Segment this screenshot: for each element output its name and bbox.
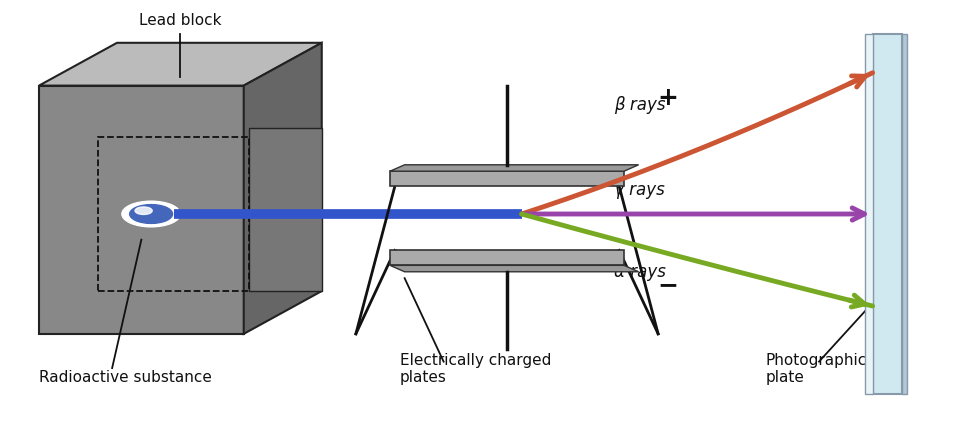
Circle shape bbox=[122, 201, 180, 227]
Polygon shape bbox=[390, 171, 624, 186]
Polygon shape bbox=[390, 265, 639, 272]
Polygon shape bbox=[249, 128, 322, 291]
Bar bbox=[873, 34, 902, 394]
Text: γ rays: γ rays bbox=[614, 181, 665, 199]
Polygon shape bbox=[390, 165, 639, 171]
Polygon shape bbox=[39, 43, 322, 86]
Text: β rays: β rays bbox=[614, 96, 666, 114]
Circle shape bbox=[135, 207, 152, 214]
Text: α rays: α rays bbox=[614, 263, 666, 281]
Bar bbox=[865, 34, 873, 394]
Polygon shape bbox=[244, 43, 322, 334]
Text: Lead block: Lead block bbox=[139, 13, 221, 28]
Bar bbox=[902, 34, 907, 394]
Circle shape bbox=[130, 205, 173, 223]
Polygon shape bbox=[390, 250, 624, 265]
Text: −: − bbox=[657, 273, 679, 297]
Polygon shape bbox=[39, 86, 244, 334]
Text: Radioactive substance: Radioactive substance bbox=[39, 370, 212, 385]
Text: Photographic
plate: Photographic plate bbox=[765, 353, 867, 385]
Text: Electrically charged
plates: Electrically charged plates bbox=[400, 353, 551, 385]
Text: +: + bbox=[657, 86, 679, 110]
